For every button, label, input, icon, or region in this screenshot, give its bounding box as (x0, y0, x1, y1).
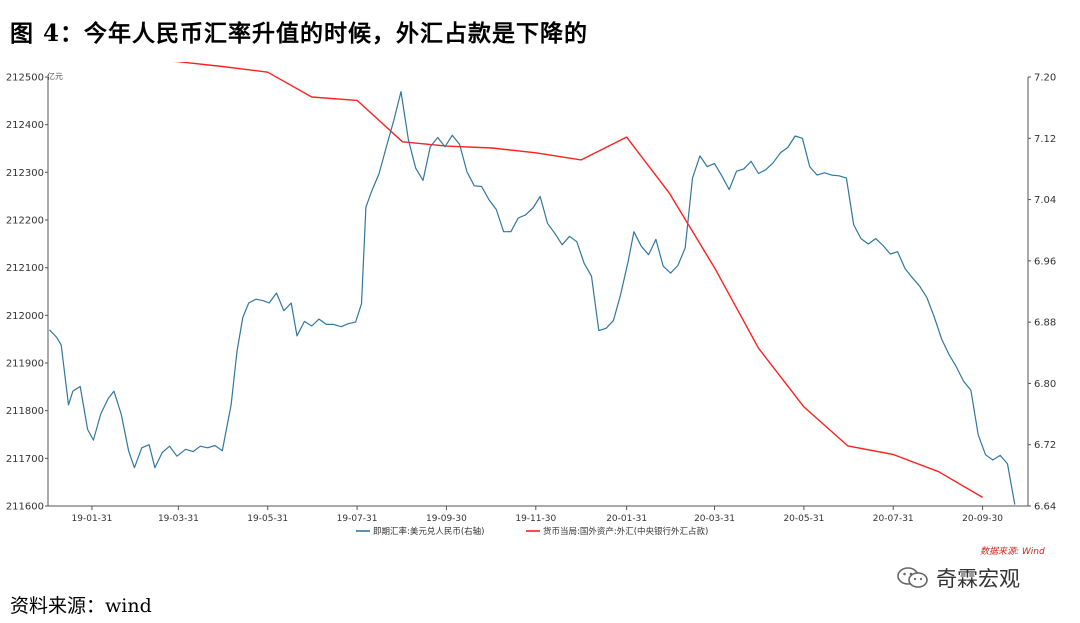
left-tick-label: 211600 (6, 502, 44, 513)
left-axis: 亿元 211600 211700 211800 211900 212000 212100 2… (6, 71, 63, 513)
x-tick-label: 19-09-30 (426, 514, 467, 524)
x-tick-label: 19-11-30 (515, 514, 556, 524)
x-tick-label: 20-03-31 (694, 514, 735, 524)
right-tick-label: 6.72 (1034, 440, 1056, 451)
right-tick-label: 7.20 (1034, 73, 1056, 84)
left-tick-label: 212400 (6, 120, 44, 131)
left-tick-label: 212000 (6, 311, 44, 322)
left-tick-label: 212500 (6, 73, 44, 84)
x-tick-label: 20-09-30 (962, 514, 1003, 524)
right-tick-label: 6.64 (1034, 502, 1056, 513)
x-tick-label: 19-07-31 (337, 514, 378, 524)
left-tick-label: 211700 (6, 454, 44, 465)
right-tick-label: 7.12 (1034, 134, 1056, 145)
x-tick-label: 20-01-31 (606, 514, 647, 524)
x-tick-label: 19-01-31 (72, 514, 113, 524)
x-tick-label: 20-05-31 (783, 514, 824, 524)
x-tick-label: 19-05-31 (247, 514, 288, 524)
page-title: 图 4：今年人民币汇率升值的时候，外汇占款是下降的 (10, 20, 589, 47)
x-axis: 19-01-31 19-03-31 19-05-31 19-07-31 19-09-30… (72, 506, 1003, 524)
x-tick-label: 19-03-31 (158, 514, 199, 524)
data-source-note: 数据来源: Wind (980, 547, 1045, 557)
x-tick-label: 20-07-31 (873, 514, 914, 524)
legend-label: 即期汇率:美元兑人民币(右轴) (373, 526, 485, 537)
watermark-text: 奇霖宏观 (936, 567, 1020, 591)
right-tick-label: 7.04 (1034, 195, 1056, 206)
source-note: 资料来源：wind (10, 595, 152, 617)
right-tick-label: 6.96 (1034, 256, 1056, 267)
left-tick-label: 212300 (6, 168, 44, 179)
series-layer (49, 62, 1016, 505)
wechat-icon (897, 567, 928, 588)
legend-label: 货币当局:国外资产:外汇(中央银行外汇占款) (543, 526, 708, 537)
right-axis: 6.64 6.72 6.80 6.88 6.96 7.04 7.12 7.20 (1028, 73, 1056, 513)
left-tick-label: 211800 (6, 406, 44, 417)
fx-reserve-line (173, 62, 983, 499)
right-tick-label: 6.88 (1034, 318, 1056, 329)
dual-axis-line-chart: 亿元 211600 211700 211800 211900 212000 212100 2… (6, 62, 1056, 537)
legend: 即期汇率:美元兑人民币(右轴) 货币当局:国外资产:外汇(中央银行外汇占款) (356, 526, 708, 537)
plot-frame (47, 77, 1029, 507)
watermark: 奇霖宏观 (896, 563, 1020, 593)
spot-rate-line (49, 91, 1016, 505)
left-tick-label: 211900 (6, 359, 44, 370)
left-axis-unit: 亿元 (47, 71, 63, 81)
left-tick-label: 212100 (6, 263, 44, 274)
left-tick-label: 212200 (6, 216, 44, 227)
right-tick-label: 6.80 (1034, 379, 1056, 390)
